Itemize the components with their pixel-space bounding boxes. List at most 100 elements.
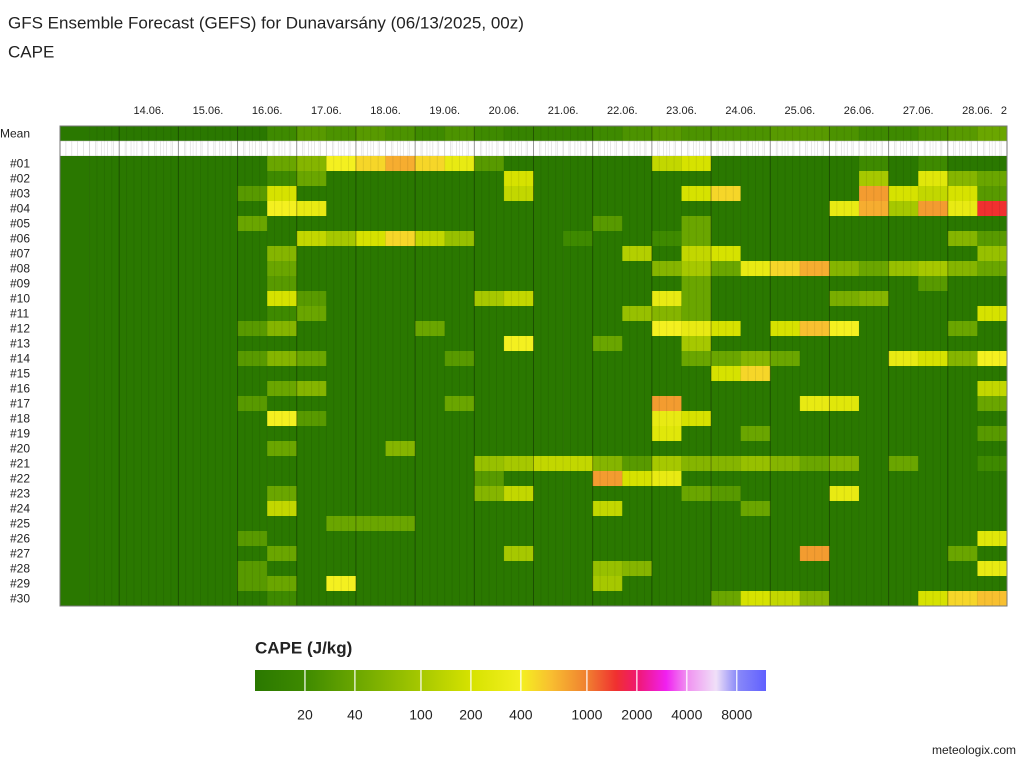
heat-cell xyxy=(267,441,298,456)
heat-cell xyxy=(770,366,801,381)
heat-cell xyxy=(503,516,534,531)
heat-cell xyxy=(977,516,1008,531)
x-tick-label: 25.06. xyxy=(785,105,816,117)
heat-cell xyxy=(355,291,386,306)
heat-cell xyxy=(799,411,830,426)
heat-cell xyxy=(622,411,653,426)
heat-cell xyxy=(89,321,120,336)
heat-cell xyxy=(296,156,327,171)
heat-cell xyxy=(947,171,978,186)
heat-cell xyxy=(385,201,416,216)
heat-cell xyxy=(799,366,830,381)
heat-cell xyxy=(918,591,949,606)
heat-cell xyxy=(533,201,564,216)
heat-cell xyxy=(859,471,889,486)
heat-cell xyxy=(622,366,653,381)
heat-cell xyxy=(267,321,298,336)
heat-cell xyxy=(563,501,593,516)
heat-cell xyxy=(977,471,1008,486)
heat-cell xyxy=(60,576,90,591)
heat-cell xyxy=(60,471,90,486)
heat-cell xyxy=(89,366,120,381)
heat-cell xyxy=(267,591,298,606)
heat-cell xyxy=(888,156,919,171)
heat-cell xyxy=(799,156,830,171)
heat-cell xyxy=(385,156,416,171)
heat-cell xyxy=(385,456,416,471)
heat-cell xyxy=(829,531,860,546)
heat-cell xyxy=(799,336,830,351)
heat-cell xyxy=(444,321,475,336)
heat-cell xyxy=(770,561,801,576)
heat-cell xyxy=(888,471,919,486)
heat-cell xyxy=(296,291,327,306)
heat-cell xyxy=(267,201,298,216)
heat-cell xyxy=(267,261,298,276)
heat-cell xyxy=(474,591,505,606)
heat-cell xyxy=(119,126,150,141)
heat-cell xyxy=(681,201,712,216)
heat-cell xyxy=(415,411,446,426)
heat-cell xyxy=(385,186,416,201)
heat-cell xyxy=(60,456,90,471)
heat-cell xyxy=(533,471,564,486)
heat-cell xyxy=(829,576,860,591)
heat-cell xyxy=(977,321,1008,336)
heat-cell xyxy=(651,516,682,531)
heat-cell xyxy=(977,576,1008,591)
heat-cell xyxy=(947,591,978,606)
heat-cell xyxy=(326,576,357,591)
heat-cell xyxy=(355,381,386,396)
heat-cell xyxy=(888,261,919,276)
heat-cell xyxy=(60,186,90,201)
heat-cell xyxy=(267,216,298,231)
heat-cell xyxy=(651,426,682,441)
heat-cell xyxy=(888,486,919,501)
heat-cell xyxy=(503,426,534,441)
heat-cell xyxy=(740,561,771,576)
heat-cell xyxy=(622,441,653,456)
heat-cell xyxy=(148,531,179,546)
colorbar-tick-label: 200 xyxy=(459,707,483,723)
heat-cell xyxy=(178,231,209,246)
heat-cell xyxy=(178,411,209,426)
heat-cell xyxy=(385,591,416,606)
heat-cell xyxy=(651,321,682,336)
heat-cell xyxy=(770,171,801,186)
heat-cell xyxy=(355,201,386,216)
heat-cell xyxy=(296,441,327,456)
heat-cell xyxy=(918,156,949,171)
heat-cell xyxy=(592,276,623,291)
heat-cell xyxy=(148,276,179,291)
heat-cell xyxy=(681,456,712,471)
heat-cell xyxy=(237,126,268,141)
heat-cell xyxy=(829,381,860,396)
heat-cell xyxy=(859,576,889,591)
heat-cell xyxy=(888,171,919,186)
heat-cell xyxy=(207,561,238,576)
heat-cell xyxy=(385,441,416,456)
heat-cell xyxy=(711,366,741,381)
heat-cell xyxy=(474,441,505,456)
heat-cell xyxy=(119,231,150,246)
heat-cell xyxy=(148,396,179,411)
heat-cell xyxy=(888,231,919,246)
heat-cell xyxy=(503,336,534,351)
heat-cell xyxy=(770,471,801,486)
heat-cell xyxy=(563,231,593,246)
heat-cell xyxy=(799,441,830,456)
heat-cell xyxy=(829,561,860,576)
heat-cell xyxy=(622,456,653,471)
heat-cell xyxy=(533,396,564,411)
heat-cell xyxy=(237,246,268,261)
heat-cell xyxy=(859,186,889,201)
row-label: #27 xyxy=(10,547,30,561)
heat-cell xyxy=(918,576,949,591)
heat-cell xyxy=(178,381,209,396)
heat-cell xyxy=(918,456,949,471)
heat-cell xyxy=(918,231,949,246)
heat-cell xyxy=(178,561,209,576)
heat-cell xyxy=(415,531,446,546)
heat-cell xyxy=(829,366,860,381)
